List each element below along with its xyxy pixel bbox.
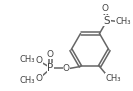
Text: CH₃: CH₃	[20, 76, 35, 85]
Text: O: O	[101, 4, 109, 13]
Text: O: O	[63, 64, 70, 73]
Text: O: O	[36, 56, 43, 65]
Text: CH₃: CH₃	[106, 74, 121, 83]
Text: O: O	[47, 50, 54, 59]
Text: CH₃: CH₃	[20, 55, 35, 64]
Text: P: P	[47, 63, 54, 73]
Text: S: S	[104, 16, 110, 26]
Text: O: O	[36, 74, 43, 83]
Text: CH₃: CH₃	[115, 17, 131, 26]
